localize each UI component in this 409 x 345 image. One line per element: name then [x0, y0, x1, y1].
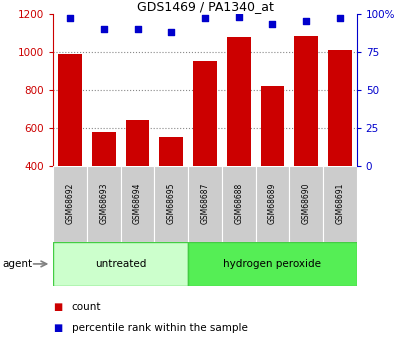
Point	[134, 26, 141, 32]
Bar	[255, 166, 289, 242]
Text: GSM68687: GSM68687	[200, 183, 209, 224]
Text: ■: ■	[53, 323, 63, 333]
Bar	[226, 37, 250, 166]
Bar	[221, 166, 255, 242]
Point	[336, 16, 342, 21]
Bar	[327, 50, 351, 166]
Text: GSM68689: GSM68689	[267, 183, 276, 224]
Bar	[188, 166, 221, 242]
Point	[100, 26, 107, 32]
Bar	[53, 166, 87, 242]
Bar	[120, 166, 154, 242]
Bar	[193, 61, 216, 166]
Point	[168, 29, 174, 35]
Bar	[260, 86, 283, 166]
Text: agent: agent	[2, 259, 32, 269]
Text: GSM68691: GSM68691	[335, 183, 344, 224]
Text: hydrogen peroxide: hydrogen peroxide	[223, 259, 321, 269]
Text: count: count	[72, 302, 101, 312]
Title: GDS1469 / PA1340_at: GDS1469 / PA1340_at	[136, 0, 273, 13]
Bar	[154, 166, 188, 242]
Bar	[289, 166, 322, 242]
Text: GSM68688: GSM68688	[234, 183, 243, 224]
Bar	[159, 137, 183, 166]
Text: GSM68694: GSM68694	[133, 183, 142, 224]
Bar	[294, 36, 317, 166]
Bar	[58, 54, 82, 166]
Text: GSM68690: GSM68690	[301, 183, 310, 224]
Text: GSM68692: GSM68692	[65, 183, 74, 224]
Text: percentile rank within the sample: percentile rank within the sample	[72, 323, 247, 333]
Point	[268, 22, 275, 27]
Bar	[87, 166, 120, 242]
Text: GSM68693: GSM68693	[99, 183, 108, 224]
Point	[302, 19, 309, 24]
Point	[67, 16, 73, 21]
Bar	[92, 132, 115, 166]
Bar	[188, 241, 356, 286]
Point	[235, 14, 241, 20]
Text: untreated: untreated	[95, 259, 146, 269]
Text: GSM68695: GSM68695	[166, 183, 175, 224]
Text: ■: ■	[53, 302, 63, 312]
Point	[201, 16, 208, 21]
Bar	[322, 166, 356, 242]
Bar	[126, 120, 149, 166]
Bar	[53, 241, 188, 286]
